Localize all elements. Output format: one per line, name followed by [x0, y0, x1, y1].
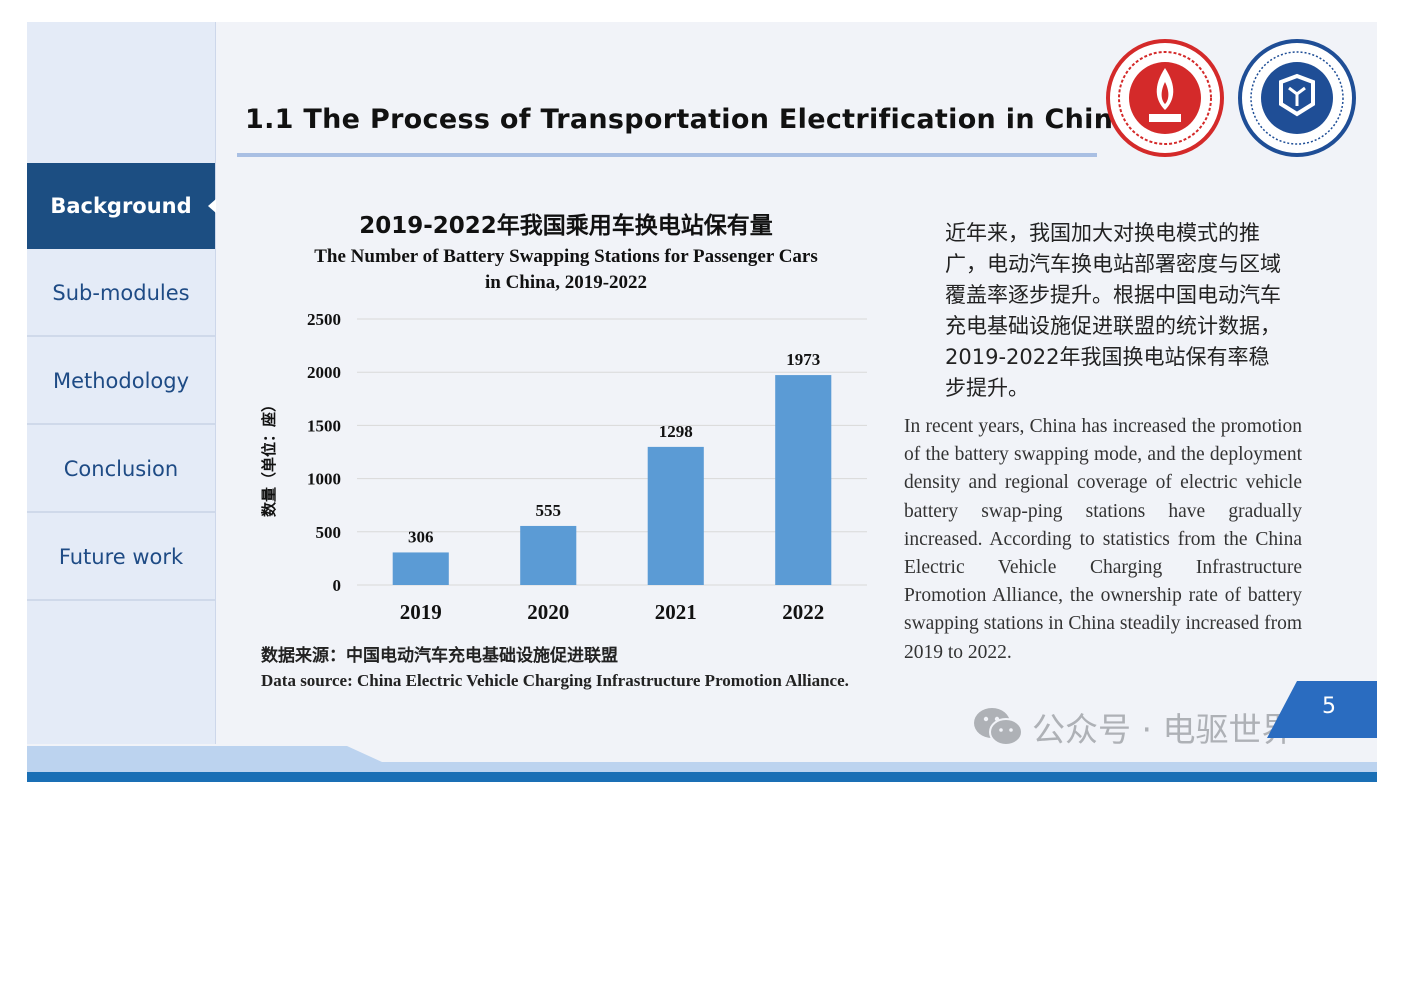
bars: 306 555 1298 1973 [392, 350, 832, 585]
y-axis-label: 数量（单位：座） [260, 397, 278, 517]
sidebar-item-methodology[interactable]: Methodology [27, 339, 215, 425]
data-label-2021: 1298 [659, 422, 693, 441]
page-number-tab [1267, 681, 1377, 738]
bar-2021 [647, 446, 704, 585]
bar-chart: 2019-2022年我国乘用车换电站保有量 The Number of Batt… [260, 212, 867, 624]
college-emblem-logo [1238, 39, 1356, 157]
slide: Background Sub-modules Methodology Concl… [27, 22, 1377, 782]
sidebar-item-label: Conclusion [63, 457, 179, 481]
data-source-en: Data source: China Electric Vehicle Char… [261, 671, 849, 690]
sidebar-item-sub-modules[interactable]: Sub-modules [27, 251, 215, 337]
footer-band [27, 744, 1377, 782]
sidebar-item-label: Background [50, 194, 192, 218]
y-tick-label: 2000 [307, 363, 341, 382]
x-tick-labels: 2019 2020 2021 2022 [400, 600, 825, 624]
sidebar-item-label: Sub-modules [52, 281, 190, 305]
y-tick-label: 1000 [307, 470, 341, 489]
page-title: 1.1 The Process of Transportation Electr… [245, 104, 1132, 135]
x-tick-label-2022: 2022 [782, 600, 824, 624]
y-tick-labels: 0 500 1000 1500 2000 2500 [307, 310, 341, 595]
page-number: 5 [1322, 694, 1336, 719]
watermark-text: 公众号 · 电驱世界 [1032, 710, 1295, 749]
y-tick-label: 1500 [307, 416, 341, 435]
wechat-icon [974, 708, 1023, 746]
university-seal-logo [1106, 39, 1224, 157]
y-tick-label: 2500 [307, 310, 341, 329]
chart-title: 2019-2022年我国乘用车换电站保有量 [359, 212, 773, 239]
data-label-2022: 1973 [786, 350, 820, 369]
x-tick-label-2019: 2019 [400, 600, 442, 624]
sidebar-item-future-work[interactable]: Future work [27, 515, 215, 601]
description-cn: 近年来，我国加大对换电模式的推广，电动汽车换电站部署密度与区域覆盖率逐步提升。根… [945, 221, 1281, 400]
chart-subtitle-line2: in China, 2019-2022 [485, 272, 647, 293]
bar-2020 [520, 525, 577, 585]
sidebar-item-label: Methodology [52, 369, 190, 393]
chart-subtitle-line1: The Number of Battery Swapping Stations … [314, 246, 818, 267]
bar-2019 [392, 552, 449, 585]
sidebar-nav: Background Sub-modules Methodology Concl… [27, 22, 216, 744]
watermark: 公众号 · 电驱世界 [972, 703, 1294, 751]
data-source-cn: 数据来源：中国电动汽车充电基础设施促进联盟 [261, 646, 618, 666]
description-en: In recent years, China has increased the… [904, 416, 1302, 663]
y-tick-label: 0 [333, 576, 342, 595]
bar-2022 [775, 375, 832, 585]
data-label-2020: 555 [536, 501, 562, 520]
x-tick-label-2021: 2021 [655, 600, 697, 624]
title-divider [237, 153, 1097, 157]
y-tick-label: 500 [316, 523, 342, 542]
x-tick-label-2020: 2020 [527, 600, 569, 624]
sidebar-item-background[interactable]: Background [27, 163, 216, 249]
sidebar-item-conclusion[interactable]: Conclusion [27, 427, 215, 513]
data-label-2019: 306 [408, 527, 434, 546]
sidebar-item-label: Future work [58, 545, 184, 569]
